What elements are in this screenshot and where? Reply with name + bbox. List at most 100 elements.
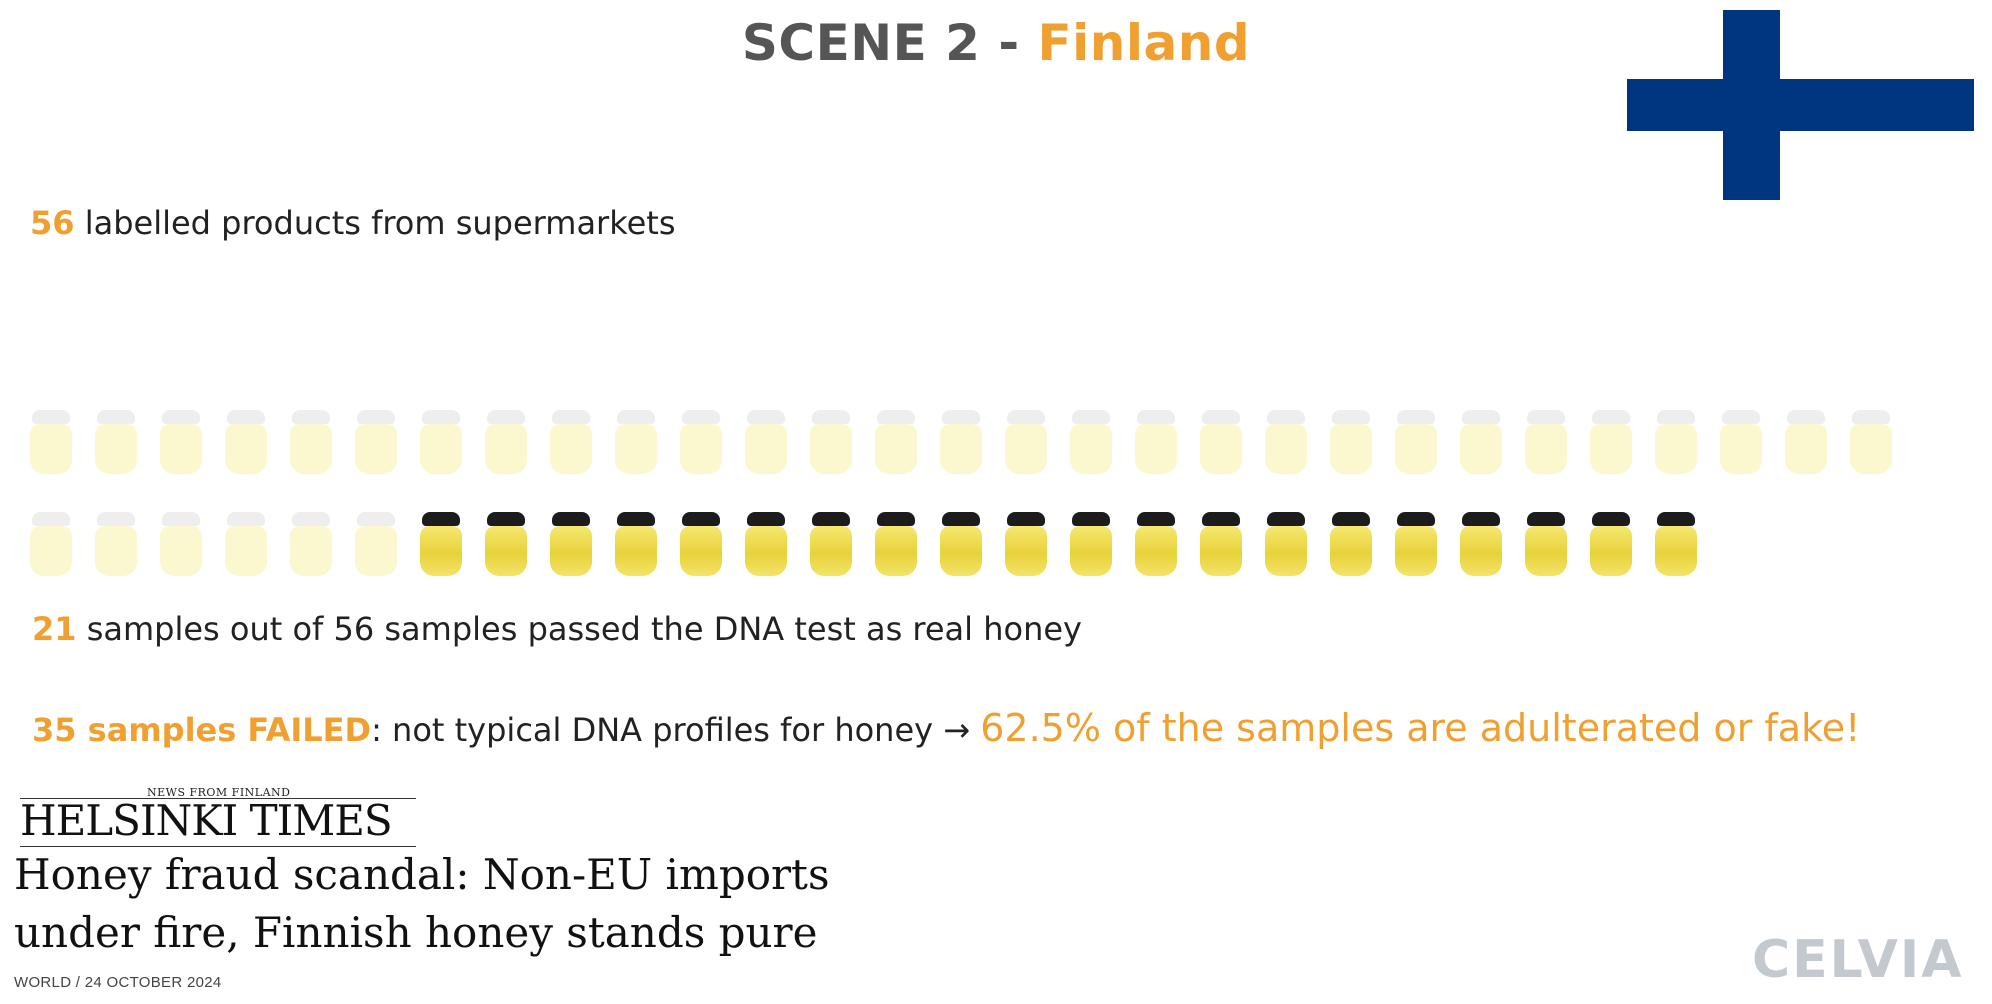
- jar-lid: [227, 410, 265, 424]
- logo-text: HELSINKI TIMES: [20, 796, 393, 845]
- honey-jar-passed: [485, 512, 527, 578]
- jar-body: [160, 424, 202, 474]
- jar-lid: [422, 410, 460, 424]
- honey-jar-failed: [680, 410, 722, 476]
- honey-jar-failed: [1200, 410, 1242, 476]
- jar-body: [680, 424, 722, 474]
- jar-body: [1655, 526, 1697, 576]
- jar-body: [1265, 526, 1307, 576]
- jar-body: [1590, 424, 1632, 474]
- jar-lid: [1137, 512, 1175, 526]
- honey-jar-failed: [1655, 410, 1697, 476]
- jar-body: [1070, 526, 1112, 576]
- jar-body: [1525, 526, 1567, 576]
- jar-lid: [1592, 410, 1630, 424]
- jar-lid: [1332, 410, 1370, 424]
- jar-body: [615, 424, 657, 474]
- honey-jar-failed: [745, 410, 787, 476]
- jar-lid: [617, 512, 655, 526]
- jar-lid: [1657, 410, 1695, 424]
- jar-body: [810, 526, 852, 576]
- jar-lid: [422, 512, 460, 526]
- flag-cross-horizontal: [1627, 79, 1974, 131]
- jar-lid: [1462, 410, 1500, 424]
- honey-jar-failed: [225, 512, 267, 578]
- honey-jar-failed: [875, 410, 917, 476]
- jar-body: [485, 424, 527, 474]
- jar-lid: [1592, 512, 1630, 526]
- honey-jar-failed: [1265, 410, 1307, 476]
- jar-body: [1785, 424, 1827, 474]
- jar-lid: [162, 512, 200, 526]
- jar-lid: [1397, 512, 1435, 526]
- honey-jar-failed: [1005, 410, 1047, 476]
- jar-body: [225, 526, 267, 576]
- jar-body: [160, 526, 202, 576]
- honey-jar-failed: [95, 410, 137, 476]
- jar-body: [1135, 424, 1177, 474]
- honey-jar-passed: [420, 512, 462, 578]
- title-country: Finland: [1037, 14, 1251, 72]
- honey-jar-failed: [290, 512, 332, 578]
- jar-body: [290, 526, 332, 576]
- jar-body: [550, 424, 592, 474]
- honey-jar-passed: [1135, 512, 1177, 578]
- jar-lid: [552, 512, 590, 526]
- failed-lead: 35 samples FAILED: [32, 711, 372, 749]
- jar-body: [810, 424, 852, 474]
- logo-tagline: NEWS FROM FINLAND: [147, 786, 291, 799]
- honey-jar-failed: [160, 512, 202, 578]
- honey-jar-failed: [355, 410, 397, 476]
- jar-body: [745, 526, 787, 576]
- jar-body: [485, 526, 527, 576]
- jar-lid: [1072, 512, 1110, 526]
- honey-jar-passed: [1070, 512, 1112, 578]
- jar-body: [940, 424, 982, 474]
- jar-lid: [1852, 410, 1890, 424]
- jar-body: [1330, 526, 1372, 576]
- jar-body: [875, 424, 917, 474]
- jar-body: [1200, 526, 1242, 576]
- honey-jar-failed: [1720, 410, 1762, 476]
- jar-body: [420, 424, 462, 474]
- jar-lid: [1462, 512, 1500, 526]
- honey-jar-failed: [1135, 410, 1177, 476]
- failed-text: : not typical DNA profiles for honey →: [371, 711, 981, 749]
- jar-lid: [1527, 512, 1565, 526]
- jar-lid: [292, 410, 330, 424]
- jar-lid: [32, 410, 70, 424]
- jar-lid: [1072, 410, 1110, 424]
- honey-jar-passed: [745, 512, 787, 578]
- jar-body: [225, 424, 267, 474]
- honey-jar-passed: [1395, 512, 1437, 578]
- honey-jar-passed: [810, 512, 852, 578]
- jar-body: [290, 424, 332, 474]
- jar-lid: [97, 512, 135, 526]
- jar-lid: [1202, 410, 1240, 424]
- honey-jar-passed: [1005, 512, 1047, 578]
- jar-lid: [1202, 512, 1240, 526]
- jar-lid: [1397, 410, 1435, 424]
- honey-jar-failed: [1070, 410, 1112, 476]
- jar-lid: [812, 512, 850, 526]
- jar-lid: [32, 512, 70, 526]
- jar-body: [875, 526, 917, 576]
- title-prefix: SCENE 2 -: [741, 14, 1038, 72]
- failed-line: 35 samples FAILED: not typical DNA profi…: [32, 706, 1860, 750]
- jar-lid: [877, 410, 915, 424]
- honey-jar-failed: [1330, 410, 1372, 476]
- honey-jar-failed: [30, 410, 72, 476]
- honey-jar-passed: [875, 512, 917, 578]
- jar-body: [1395, 424, 1437, 474]
- jar-lid: [747, 410, 785, 424]
- jar-lid: [682, 410, 720, 424]
- logo-rule-bottom: [20, 846, 416, 847]
- jar-body: [550, 526, 592, 576]
- honey-jar-passed: [1200, 512, 1242, 578]
- honey-jar-failed: [550, 410, 592, 476]
- jar-body: [680, 526, 722, 576]
- jar-lid: [162, 410, 200, 424]
- jar-body: [95, 526, 137, 576]
- article-byline: WORLD / 24 OCTOBER 2024: [14, 974, 222, 991]
- jar-lid: [682, 512, 720, 526]
